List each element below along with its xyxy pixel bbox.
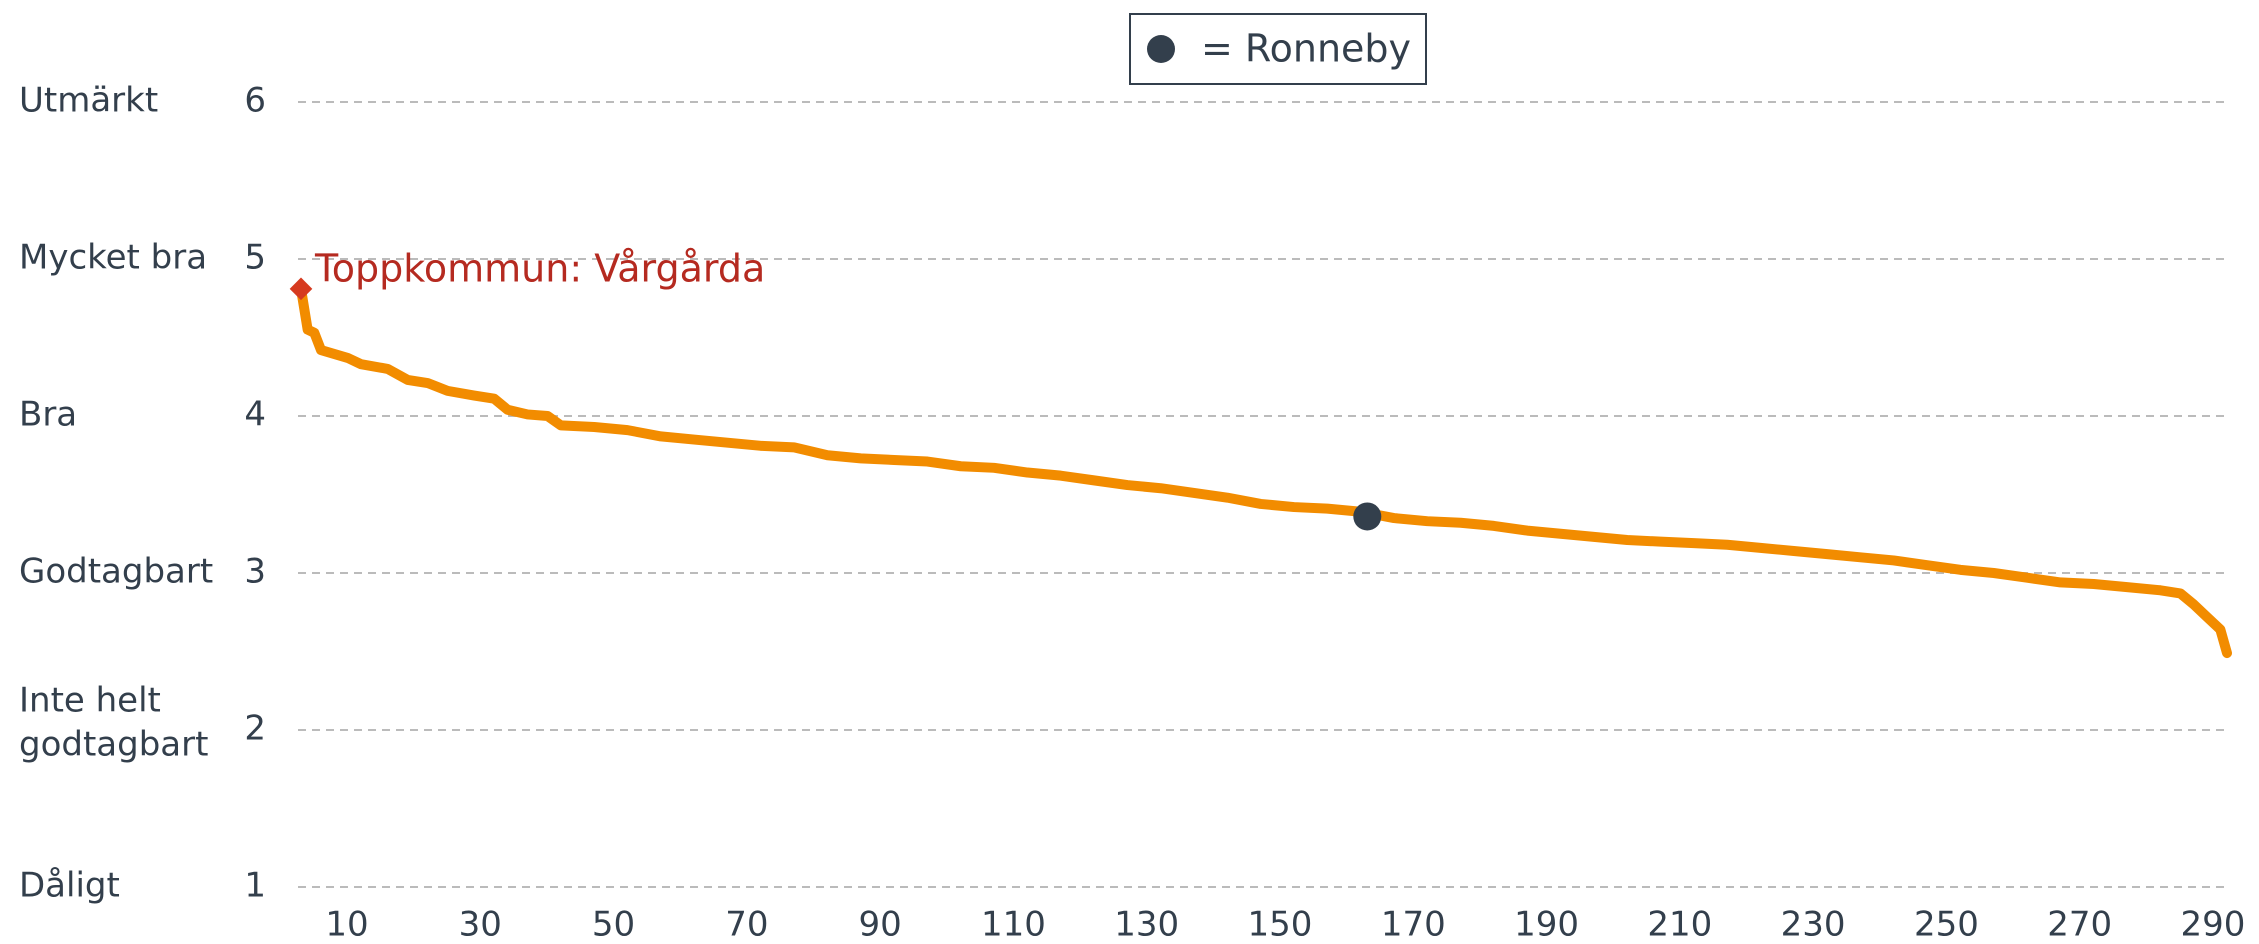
x-tick-label: 250: [1914, 905, 1979, 944]
legend-label: = Ronneby: [1201, 27, 1411, 71]
x-tick-label: 210: [1647, 905, 1712, 944]
x-tick-label: 150: [1248, 905, 1313, 944]
y-level-label: Godtagbart: [19, 552, 213, 592]
top-label: Toppkommun: Vårgårda: [314, 246, 765, 290]
x-tick-label: 270: [2047, 905, 2112, 944]
x-tick-label: 50: [592, 905, 635, 944]
x-tick-label: 130: [1114, 905, 1179, 944]
legend-marker: [1147, 35, 1175, 63]
x-tick-label: 30: [459, 905, 502, 944]
highlight-point: [1353, 502, 1382, 531]
legend-box: [1129, 13, 1427, 85]
y-tick-label: 5: [244, 238, 266, 278]
y-level-label: Utmärkt: [19, 81, 158, 121]
x-tick-label: 190: [1514, 905, 1579, 944]
y-level-label: Mycket bra: [19, 238, 207, 278]
x-tick-label: 70: [725, 905, 768, 944]
y-tick-label: 4: [244, 395, 266, 435]
y-tick-label: 2: [244, 709, 266, 749]
y-tick-label: 6: [244, 81, 266, 121]
y-level-label: Bra: [19, 395, 77, 435]
y-level-label: godtagbart: [19, 725, 208, 765]
x-tick-label: 170: [1381, 905, 1446, 944]
y-level-label: Dåligt: [19, 866, 120, 906]
x-tick-label: 90: [858, 905, 901, 944]
x-tick-label: 110: [981, 905, 1046, 944]
x-tick-label: 290: [2181, 905, 2246, 944]
y-tick-label: 1: [244, 866, 266, 906]
x-tick-label: 230: [1781, 905, 1846, 944]
x-tick-label: 10: [325, 905, 368, 944]
line: [296, 283, 2232, 659]
y-tick-label: 3: [244, 552, 266, 592]
y-level-label: Inte helt: [19, 681, 161, 721]
top-point: [289, 277, 313, 301]
